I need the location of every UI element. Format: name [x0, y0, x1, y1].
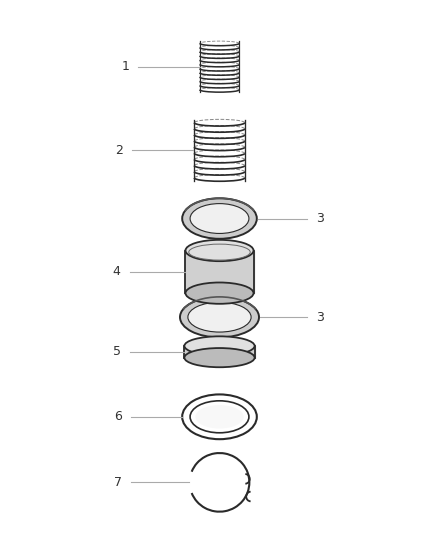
Ellipse shape	[187, 302, 251, 332]
Text: 2: 2	[115, 144, 123, 157]
Ellipse shape	[184, 348, 254, 367]
Ellipse shape	[184, 336, 254, 356]
Text: 7: 7	[114, 476, 122, 489]
Ellipse shape	[195, 405, 243, 429]
Ellipse shape	[185, 240, 253, 261]
Text: 1: 1	[121, 60, 129, 73]
Text: 4: 4	[113, 265, 120, 278]
Text: 3: 3	[315, 212, 323, 225]
Ellipse shape	[180, 297, 258, 337]
Text: 6: 6	[114, 410, 122, 423]
Ellipse shape	[190, 204, 248, 233]
Ellipse shape	[182, 198, 256, 239]
Text: 5: 5	[113, 345, 120, 358]
Ellipse shape	[185, 282, 253, 304]
Text: 3: 3	[315, 311, 323, 324]
